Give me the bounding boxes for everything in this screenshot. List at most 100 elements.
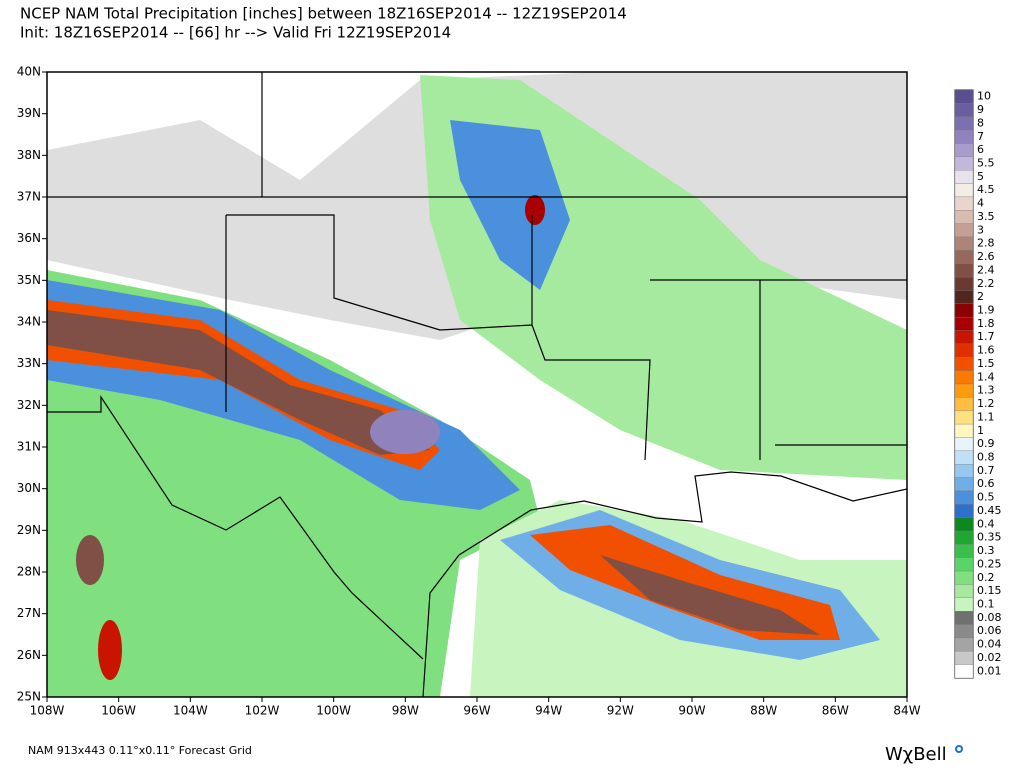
legend-swatch xyxy=(954,330,974,345)
legend-label: 4.5 xyxy=(977,183,995,196)
legend-swatch xyxy=(954,370,974,385)
legend-label: 3 xyxy=(977,223,984,236)
lat-label: 31N xyxy=(17,440,41,454)
lon-label: 108W xyxy=(30,704,65,718)
lon-label: 102W xyxy=(245,704,280,718)
legend-label: 0.8 xyxy=(977,451,995,464)
lon-label: 104W xyxy=(173,704,208,718)
coastline xyxy=(422,471,908,698)
legend-label: 0.1 xyxy=(977,598,995,611)
lat-label: 38N xyxy=(17,148,41,162)
legend-label: 1 xyxy=(977,424,984,437)
legend-label: 0.5 xyxy=(977,491,995,504)
legend-swatch xyxy=(954,584,974,598)
legend-label: 0.4 xyxy=(977,517,995,530)
legend-swatch xyxy=(954,290,974,304)
legend-swatch xyxy=(954,210,974,224)
legend-swatch xyxy=(954,156,974,171)
precip-purple xyxy=(370,410,440,454)
legend-swatch xyxy=(954,464,974,478)
lat-label: 36N xyxy=(17,231,41,245)
lon-label: 96W xyxy=(463,704,490,718)
lon-label: 88W xyxy=(750,704,777,718)
legend-label: 3.5 xyxy=(977,210,995,223)
legend-swatch xyxy=(954,397,974,411)
legend-label: 6 xyxy=(977,143,984,156)
legend-swatch xyxy=(954,651,974,665)
lat-label: 35N xyxy=(17,273,41,287)
legend-swatch xyxy=(954,664,974,679)
legend-label: 0.35 xyxy=(977,531,1002,544)
lat-label: 28N xyxy=(17,565,41,579)
footer-info: NAM 913x443 0.11°x0.11° Forecast Grid xyxy=(28,744,252,757)
legend-swatch xyxy=(954,450,974,465)
legend-label: 7 xyxy=(977,130,984,143)
legend-swatch xyxy=(954,303,974,318)
legend-label: 0.08 xyxy=(977,611,1002,624)
legend-label: 2 xyxy=(977,290,984,303)
legend-swatch xyxy=(954,276,974,291)
precip-red xyxy=(98,620,122,680)
precip-brown xyxy=(47,310,430,455)
legend-label: 5.5 xyxy=(977,157,995,170)
legend-label: 10 xyxy=(977,90,991,103)
legend-label: 0.01 xyxy=(977,664,1002,677)
legend-label: 9 xyxy=(977,103,984,116)
legend-label: 0.02 xyxy=(977,651,1002,664)
boundaries xyxy=(47,72,908,698)
lon-label: 94W xyxy=(535,704,562,718)
legend-swatch xyxy=(954,170,974,184)
legend-swatch xyxy=(954,129,974,144)
legend-swatch xyxy=(954,437,974,451)
legend-label: 0.3 xyxy=(977,544,995,557)
lat-label: 34N xyxy=(17,315,41,329)
legend-swatch xyxy=(954,517,974,532)
legend-label: 4 xyxy=(977,197,984,210)
legend-label: 0.45 xyxy=(977,504,1002,517)
legend-label: 2.4 xyxy=(977,263,995,276)
legend-label: 1.2 xyxy=(977,397,995,410)
legend-swatch xyxy=(954,423,974,438)
lat-label: 30N xyxy=(17,481,41,495)
lat-label: 25N xyxy=(17,690,41,704)
lon-label: 106W xyxy=(101,704,136,718)
legend-swatch xyxy=(954,143,974,157)
legend-swatch xyxy=(954,317,974,331)
lat-label: 29N xyxy=(17,523,41,537)
legend-label: 1.1 xyxy=(977,410,995,423)
lon-label: 100W xyxy=(316,704,351,718)
legend-label: 2.6 xyxy=(977,250,995,263)
legend-label: 1.4 xyxy=(977,370,995,383)
legend-swatch xyxy=(954,116,974,131)
legend-swatch xyxy=(954,383,974,398)
legend-swatch xyxy=(954,343,974,358)
lon-label: 92W xyxy=(607,704,634,718)
legend-label: 0.6 xyxy=(977,477,995,490)
legend-label: 1.3 xyxy=(977,384,995,397)
legend-label: 0.9 xyxy=(977,437,995,450)
legend-swatch xyxy=(954,89,974,104)
legend-label: 0.25 xyxy=(977,557,1002,570)
lat-label: 39N xyxy=(17,106,41,120)
border xyxy=(47,394,424,660)
lat-label: 32N xyxy=(17,398,41,412)
legend-swatch xyxy=(954,504,974,518)
legend-swatch xyxy=(954,530,974,545)
legend-label: 0.7 xyxy=(977,464,995,477)
title: NCEP NAM Total Precipitation [inches] be… xyxy=(20,5,627,23)
legend-swatch xyxy=(954,103,974,117)
legend-swatch xyxy=(954,490,974,505)
precip-field xyxy=(47,72,907,697)
lat-label: 26N xyxy=(17,648,41,662)
legend-label: 2.2 xyxy=(977,277,995,290)
logo: WχBell xyxy=(885,744,947,765)
legend-swatch xyxy=(954,570,974,585)
precip-brown xyxy=(76,535,104,585)
lon-label: 90W xyxy=(678,704,705,718)
legend-swatch xyxy=(954,183,974,198)
precip-red xyxy=(525,195,545,225)
legend-label: 0.06 xyxy=(977,624,1002,637)
legend-label: 1.7 xyxy=(977,330,995,343)
